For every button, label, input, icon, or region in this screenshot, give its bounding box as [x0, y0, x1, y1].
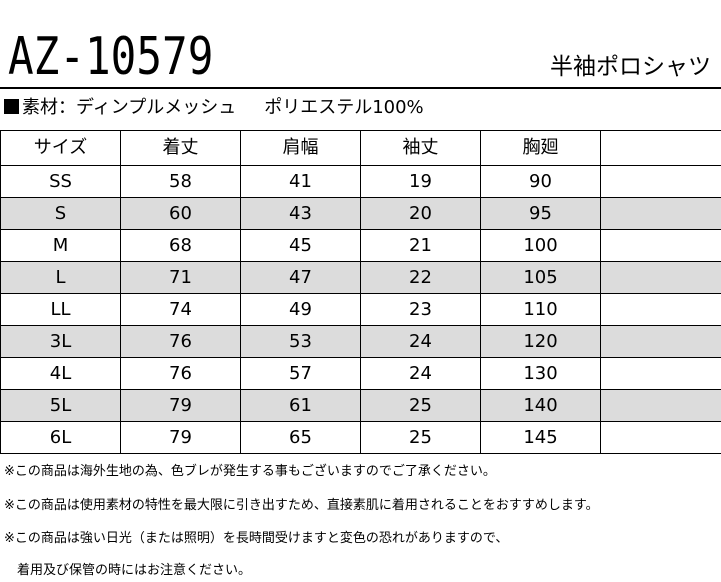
blank-cell [600, 389, 721, 422]
table-row: L 71 47 22 105 [0, 261, 721, 294]
sleeve-cell: 25 [360, 421, 481, 454]
length-cell: 68 [120, 229, 241, 262]
header-shoulder-width: 肩幅 [240, 130, 361, 166]
size-cell: 3L [0, 325, 121, 358]
header-size: サイズ [0, 130, 121, 166]
header-divider [0, 87, 721, 89]
length-cell: 76 [120, 325, 241, 358]
chest-cell: 95 [480, 197, 601, 230]
chest-cell: 110 [480, 293, 601, 326]
shoulder-cell: 47 [240, 261, 361, 294]
table-row: LL 74 49 23 110 [0, 293, 721, 326]
table-row: SS 58 41 19 90 [0, 165, 721, 198]
blank-cell [600, 197, 721, 230]
sleeve-cell: 24 [360, 325, 481, 358]
sleeve-cell: 22 [360, 261, 481, 294]
material-line: 素材：ディンプルメッシュ ポリエステル100% [4, 96, 424, 120]
note-line: ※この商品は強い日光（または照明）を長時間受けますと変色の恐れがありますので、 [4, 531, 509, 546]
size-cell: 6L [0, 421, 121, 454]
shoulder-cell: 45 [240, 229, 361, 262]
size-table-header-row: サイズ 着丈 肩幅 袖丈 胸廻 [0, 130, 721, 166]
size-cell: M [0, 229, 121, 262]
chest-cell: 100 [480, 229, 601, 262]
shoulder-cell: 49 [240, 293, 361, 326]
chest-cell: 145 [480, 421, 601, 454]
blank-cell [600, 229, 721, 262]
header-blank [600, 130, 721, 166]
square-bullet-icon [4, 99, 19, 114]
size-cell: S [0, 197, 121, 230]
length-cell: 58 [120, 165, 241, 198]
size-cell: L [0, 261, 121, 294]
table-row: 4L 76 57 24 130 [0, 357, 721, 390]
table-row: M 68 45 21 100 [0, 229, 721, 262]
sleeve-cell: 19 [360, 165, 481, 198]
length-cell: 79 [120, 389, 241, 422]
blank-cell [600, 421, 721, 454]
chest-cell: 90 [480, 165, 601, 198]
note-line: 着用及び保管の時にはお注意ください。 [4, 563, 252, 578]
length-cell: 74 [120, 293, 241, 326]
blank-cell [600, 357, 721, 390]
length-cell: 76 [120, 357, 241, 390]
size-cell: LL [0, 293, 121, 326]
length-cell: 79 [120, 421, 241, 454]
size-cell: 5L [0, 389, 121, 422]
note-line: ※この商品は使用素材の特性を最大限に引き出すため、直接素肌に着用されることをおす… [4, 498, 599, 513]
sleeve-cell: 25 [360, 389, 481, 422]
model-number: AZ-10579 [8, 27, 214, 87]
size-cell: 4L [0, 357, 121, 390]
sleeve-cell: 20 [360, 197, 481, 230]
note-line: ※この商品は海外生地の為、色ブレが発生する事もございますのでご了承ください。 [4, 464, 496, 479]
sleeve-cell: 24 [360, 357, 481, 390]
material-composition: ポリエステル100% [264, 97, 424, 118]
blank-cell [600, 165, 721, 198]
chest-cell: 140 [480, 389, 601, 422]
header-sleeve-length: 袖丈 [360, 130, 481, 166]
table-row: S 60 43 20 95 [0, 197, 721, 230]
shoulder-cell: 41 [240, 165, 361, 198]
material-label: 素材：ディンプルメッシュ [22, 97, 237, 118]
blank-cell [600, 261, 721, 294]
shoulder-cell: 65 [240, 421, 361, 454]
chest-cell: 105 [480, 261, 601, 294]
shoulder-cell: 57 [240, 357, 361, 390]
header-length: 着丈 [120, 130, 241, 166]
table-row: 6L 79 65 25 145 [0, 421, 721, 454]
length-cell: 71 [120, 261, 241, 294]
shoulder-cell: 61 [240, 389, 361, 422]
size-table: サイズ 着丈 肩幅 袖丈 胸廻 SS 58 41 19 90 S 60 43 2… [0, 130, 721, 454]
size-cell: SS [0, 165, 121, 198]
table-row: 5L 79 61 25 140 [0, 389, 721, 422]
shoulder-cell: 53 [240, 325, 361, 358]
sleeve-cell: 23 [360, 293, 481, 326]
blank-cell [600, 325, 721, 358]
length-cell: 60 [120, 197, 241, 230]
product-type: 半袖ポロシャツ [550, 54, 711, 80]
table-row: 3L 76 53 24 120 [0, 325, 721, 358]
chest-cell: 130 [480, 357, 601, 390]
shoulder-cell: 43 [240, 197, 361, 230]
blank-cell [600, 293, 721, 326]
header-chest: 胸廻 [480, 130, 601, 166]
sleeve-cell: 21 [360, 229, 481, 262]
chest-cell: 120 [480, 325, 601, 358]
